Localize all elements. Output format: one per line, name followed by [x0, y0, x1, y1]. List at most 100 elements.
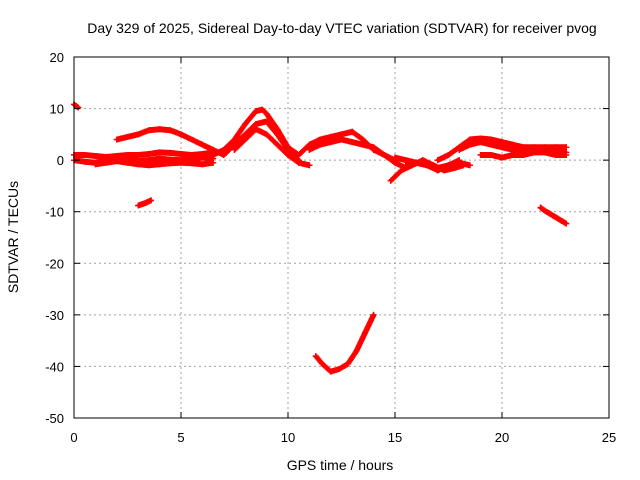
data-point	[113, 158, 120, 165]
data-point	[231, 141, 238, 148]
data-point	[546, 210, 553, 217]
data-point	[456, 159, 463, 166]
data-point	[353, 347, 360, 354]
data-point	[145, 127, 152, 134]
data-point	[156, 126, 163, 133]
data-point	[466, 162, 473, 169]
data-point	[199, 141, 206, 148]
data-point	[81, 151, 88, 158]
data-point	[242, 131, 249, 138]
data-point	[466, 141, 473, 148]
data-point	[499, 139, 505, 146]
data-point	[413, 159, 420, 166]
data-point	[488, 151, 495, 158]
data-point	[113, 136, 120, 143]
data-point	[434, 164, 441, 171]
data-point	[274, 141, 281, 148]
data-point	[210, 159, 217, 166]
data-point	[103, 159, 110, 166]
data-point	[327, 133, 334, 140]
chart-title: Day 329 of 2025, Sidereal Day-to-day VTE…	[87, 20, 596, 36]
data-point	[554, 215, 561, 222]
data-point	[263, 131, 270, 138]
data-point	[156, 149, 163, 156]
data-point	[252, 126, 259, 133]
data-point	[338, 136, 345, 143]
data-point	[210, 146, 217, 153]
y-tick-label: -10	[45, 205, 64, 220]
data-point	[135, 161, 142, 168]
data-point	[563, 220, 570, 227]
data-point	[537, 204, 544, 211]
data-point	[242, 136, 249, 143]
data-point	[520, 144, 527, 151]
data-point	[509, 151, 516, 158]
data-point	[167, 149, 174, 156]
data-point	[456, 146, 463, 153]
data-point	[327, 368, 334, 375]
data-point	[541, 207, 548, 214]
y-tick-label: -40	[45, 359, 64, 374]
data-point	[156, 155, 163, 162]
data-point	[488, 136, 495, 143]
data-point	[445, 151, 452, 158]
data-point	[381, 151, 388, 158]
data-point	[231, 146, 238, 153]
y-tick-label: 10	[50, 102, 64, 117]
data-point	[124, 159, 131, 166]
x-axis-label: GPS time / hours	[287, 457, 394, 473]
data-point	[434, 157, 441, 164]
series-arc-start	[71, 101, 82, 111]
data-point	[252, 108, 259, 115]
data-point	[344, 360, 351, 367]
data-point	[477, 139, 484, 146]
data-point	[178, 150, 184, 157]
data-point	[362, 329, 369, 336]
data-point	[531, 149, 538, 156]
data-point	[370, 311, 377, 318]
data-point	[319, 360, 326, 367]
x-tick-label: 25	[602, 430, 616, 445]
data-point	[317, 141, 324, 148]
data-point	[509, 146, 516, 153]
data-point	[552, 151, 559, 158]
data-point	[143, 199, 150, 206]
series-arc-pm-c	[402, 159, 473, 171]
data-point	[145, 157, 152, 164]
data-point	[178, 131, 184, 138]
data-point	[520, 151, 527, 158]
data-point	[75, 104, 82, 111]
data-point	[252, 121, 259, 128]
data-point	[178, 159, 184, 166]
plot-frame	[73, 56, 610, 419]
x-tick-label: 20	[495, 430, 509, 445]
data-point	[306, 141, 313, 148]
data-point	[370, 144, 377, 151]
gridlines	[74, 57, 609, 418]
data-point	[499, 144, 505, 151]
series-arc-eve-c	[477, 149, 570, 161]
data-point	[359, 136, 366, 143]
data-point	[263, 110, 270, 117]
series-arc-noon-b	[306, 136, 409, 171]
data-point	[81, 158, 88, 165]
data-point	[312, 353, 319, 360]
x-tick-label: 15	[388, 430, 402, 445]
data-point	[199, 161, 206, 168]
data-point	[477, 151, 484, 158]
data-point	[424, 162, 431, 169]
data-point	[220, 151, 227, 158]
y-tick-label: 20	[50, 50, 64, 65]
data-point	[124, 151, 131, 158]
data-point	[306, 146, 313, 153]
y-tick-label: 0	[57, 153, 64, 168]
x-tick-label: 10	[281, 430, 295, 445]
data-point	[338, 131, 345, 138]
data-point	[188, 160, 195, 167]
series-marks	[295, 128, 398, 164]
data-point	[509, 141, 516, 148]
data-point	[148, 197, 155, 204]
data-point	[552, 146, 559, 153]
data-point	[242, 121, 249, 128]
